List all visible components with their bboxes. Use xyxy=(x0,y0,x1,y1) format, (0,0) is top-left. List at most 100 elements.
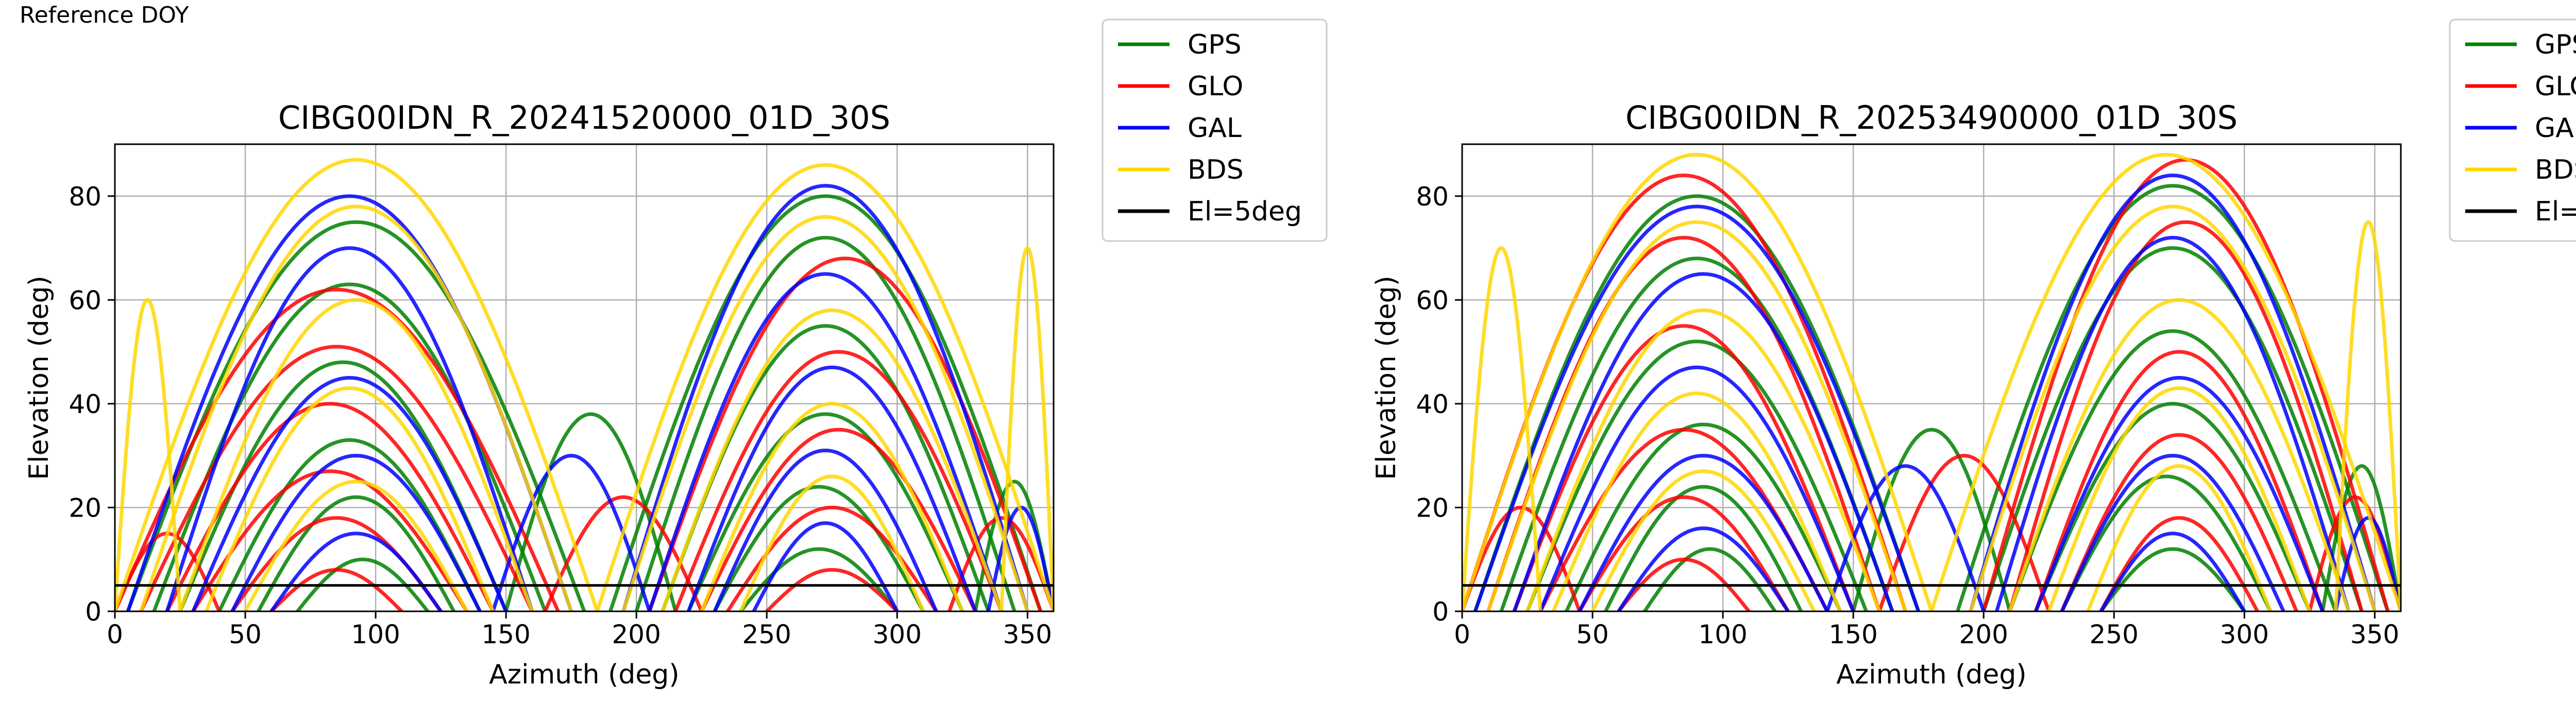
x-tick-label: 200 xyxy=(1959,620,2008,649)
x-tick-label: 100 xyxy=(351,620,400,649)
satellite-track xyxy=(165,402,495,611)
x-tick-label: 150 xyxy=(481,620,530,649)
satellite-track xyxy=(2099,547,2246,611)
legend-right: GPS GLO GAL BDS El=5deg xyxy=(2449,19,2576,242)
satellite-track xyxy=(686,365,977,611)
satellite-track xyxy=(1578,495,1790,611)
legend-label: El=5deg xyxy=(1188,196,1302,227)
x-axis-label: Azimuth (deg) xyxy=(489,659,679,690)
satellite-track xyxy=(1642,547,1777,611)
satellite-track xyxy=(230,454,482,611)
y-tick-label: 0 xyxy=(1432,597,1449,627)
satellite-track xyxy=(686,412,964,611)
satellite-track xyxy=(230,516,443,611)
satellite-track xyxy=(2060,433,2299,611)
satellite-track xyxy=(1617,526,1790,611)
x-tick-label: 100 xyxy=(1698,620,1747,649)
satellite-track xyxy=(739,474,925,611)
satellite-track xyxy=(1486,220,1907,611)
satellite-track xyxy=(1603,485,1803,611)
satellite-track xyxy=(621,184,1029,611)
x-tick-label: 0 xyxy=(107,620,123,649)
chart-title: CIBG00IDN_R_20241520000_01D_30S xyxy=(278,99,890,136)
satellite-track xyxy=(752,521,899,611)
satellite-track xyxy=(648,256,1043,611)
y-tick-label: 0 xyxy=(85,597,101,627)
satellite-track xyxy=(115,158,599,611)
satellite-track xyxy=(2060,474,2273,611)
satellite-track xyxy=(765,568,899,611)
satellite-track xyxy=(191,469,469,611)
satellite-track xyxy=(1564,422,1842,611)
satellite-track xyxy=(1590,469,1816,611)
chart-panel-left: 0 50 100 150 200 250 300 350 0 20 40 60 80 CIBG00IDN_… xyxy=(24,99,1055,690)
plot-data xyxy=(115,158,1054,611)
series-glo xyxy=(115,256,1054,611)
satellite-track xyxy=(269,568,404,611)
x-axis-label: Azimuth (deg) xyxy=(1836,659,2026,690)
satellite-track xyxy=(1851,427,2012,611)
y-tick-label: 20 xyxy=(69,493,101,523)
satellite-track xyxy=(256,495,456,611)
satellite-track xyxy=(2033,402,2312,611)
satellite-track xyxy=(126,220,586,611)
satellite-track xyxy=(178,298,534,611)
legend-label: GAL xyxy=(2535,113,2576,144)
satellite-track xyxy=(1995,235,2351,611)
plot-data xyxy=(1462,152,2401,611)
x-tick-label: 250 xyxy=(2090,620,2139,649)
x-tick-label: 300 xyxy=(873,620,922,649)
satellite-track xyxy=(947,516,1054,611)
satellite-track xyxy=(595,163,1054,611)
satellite-track xyxy=(1512,272,1894,611)
legend-label: El=5deg xyxy=(2535,196,2576,227)
legend-box xyxy=(2449,19,2576,242)
y-tick-label: 80 xyxy=(69,182,101,212)
axes-frame xyxy=(1461,143,2402,612)
x-tick-label: 250 xyxy=(742,620,791,649)
y-tick-label: 40 xyxy=(1416,389,1449,419)
satellite-track xyxy=(1473,194,1921,611)
satellite-track xyxy=(2008,329,2337,611)
satellite-track xyxy=(543,495,704,611)
satellite-track xyxy=(2099,516,2260,611)
satellite-track xyxy=(2086,464,2273,611)
satellite-track xyxy=(1929,152,2401,611)
x-tick-label: 150 xyxy=(1828,620,1877,649)
satellite-track xyxy=(973,479,1054,611)
y-axis-label: Elevation (deg) xyxy=(1371,276,1402,480)
reference-doy-label: Reference DOY xyxy=(20,2,189,28)
chart-title: CIBG00IDN_R_20253490000_01D_30S xyxy=(1625,99,2238,136)
satellite-track xyxy=(739,547,899,611)
satellite-track xyxy=(139,204,573,611)
satellite-track xyxy=(152,282,547,611)
series-bds xyxy=(1462,152,2401,611)
satellite-track xyxy=(243,479,469,611)
satellite-track xyxy=(700,427,977,611)
legend-label: GLO xyxy=(2535,71,2576,102)
satellite-track xyxy=(1512,324,1855,611)
satellite-track xyxy=(1462,152,1934,611)
y-tick-label: 40 xyxy=(69,389,101,419)
satellite-track xyxy=(713,449,938,611)
x-tick-label: 350 xyxy=(1003,620,1052,649)
satellite-track xyxy=(700,402,964,611)
satellite-track xyxy=(1981,246,2364,611)
satellite-track xyxy=(1473,204,1921,611)
satellite-track xyxy=(1462,246,1543,611)
satellite-track xyxy=(115,298,182,611)
satellite-track xyxy=(217,438,482,611)
satellite-track xyxy=(999,246,1054,611)
satellite-track xyxy=(2033,350,2325,611)
legend-label: GPS xyxy=(1188,29,1242,60)
legend-label: GAL xyxy=(1188,113,1242,144)
legend-label: GPS xyxy=(2535,29,2576,60)
satellite-track xyxy=(204,386,495,611)
legend-label: GLO xyxy=(1188,71,1243,102)
satellite-track xyxy=(608,194,1043,611)
x-tick-label: 50 xyxy=(1576,620,1609,649)
series-bds xyxy=(115,158,1054,611)
x-tick-label: 350 xyxy=(2350,620,2399,649)
legend-label: BDS xyxy=(2535,155,2576,185)
